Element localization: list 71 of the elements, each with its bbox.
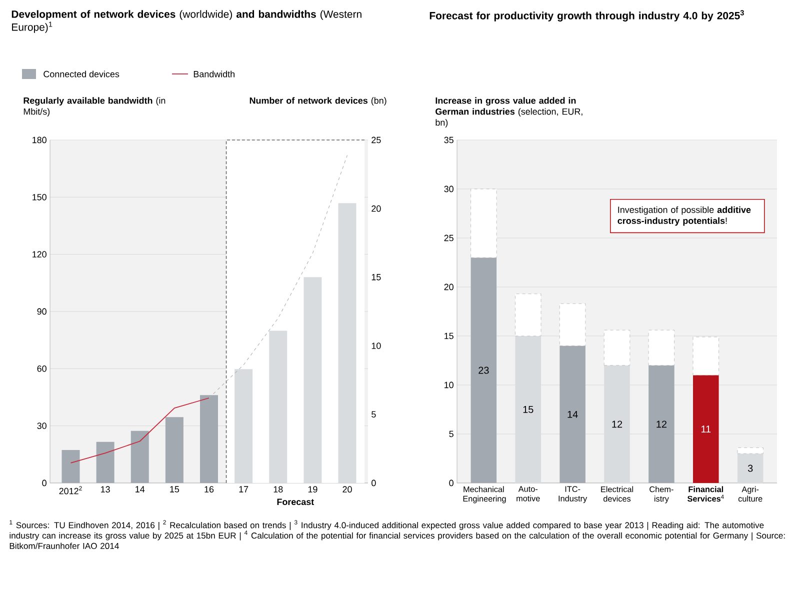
chart-title: Forecast for productivity growth through industry 4.0 by 2025$^{3}$ [430,10,744,22]
data-label: 15 [523,406,534,413]
x-tick-label: ITC- Industry [558,486,588,504]
bar [269,330,288,483]
x-tick-label: 16 [204,486,214,493]
data-label: 12 [612,420,622,428]
x-tick-label: Agri- culture [738,486,762,502]
y2-axis-title: Number of network devices (bn) [250,97,386,106]
y-tick-label: 150 [32,194,46,200]
data-label: 23 [478,366,489,374]
bar [559,303,586,346]
legend-label: Bandwidth [194,70,234,78]
y2-tick-label: 0 [372,480,376,486]
x-tick-label: 14 [136,486,145,492]
bar [515,336,542,483]
text: Regularly available bandwidth (in Mbit/s) [24,97,166,116]
data-label: 3 [748,464,753,472]
y-tick-label: 30 [37,422,46,429]
y2-tick-label: 10 [372,342,381,349]
x-tick-label: 2012$^{2}$ [59,486,82,494]
x-tick-label: Chem- istry [650,486,674,504]
x-tick-label: 17 [239,486,248,492]
y2-tick-label: 20 [372,205,381,212]
y-tick-label: 60 [37,365,46,372]
text: $^{1}$ Sources: TU Eindhoven 2014, 2016 | $^{2}$ Recalculation based on trends | $^{3}$ Industry 4.0-induced additional expected gross value added compared to base year 2013 | Reading aid: The automotive industry can increase its gross value by 2025 at 15bn EUR | $^{4}$ Calculation of the potential for financial services providers based on the calculation of the overall economic potential for Germany | Source: Bitkom/Fraunhofer IAO 2014 [10,520,785,549]
bar [234,369,253,483]
line-series [70,398,210,464]
x-tick-label: Financial Services$^{4}$ [687,486,724,502]
y-tick-label: 35 [444,136,454,144]
text: Increase in gross value added in German industries (selection, EUR, bn) [436,97,582,128]
y-tick-label: 5 [449,430,454,438]
line-series [208,154,348,398]
x-tick-label: Auto- motive [516,486,540,502]
x-tick-label: Electrical devices [601,486,634,502]
bar [692,336,719,376]
bar [470,188,497,258]
bar [304,277,322,483]
bar [515,294,542,336]
annotation: Investigation of possible additive cross-industry potentials! [618,206,751,226]
x-tick-label: 15 [170,486,180,492]
y2-tick-label: 25 [372,136,381,144]
y-tick-label: 25 [444,234,454,242]
x-tick-label: 20 [342,486,352,493]
y2-tick-label: 15 [372,274,381,280]
y-tick-label: 10 [444,382,454,388]
bar [737,448,764,454]
bar [338,203,356,483]
y-tick-label: 20 [444,284,454,290]
y-tick-label: 30 [444,186,454,192]
legend-label: Connected devices [44,70,120,78]
x-tick-label: 18 [274,486,283,493]
y-tick-label: 180 [32,136,46,144]
bar [648,330,675,366]
data-label: 14 [568,410,578,418]
data-label: 11 [701,426,711,433]
bar [604,330,630,366]
band-label: Forecast [277,498,314,506]
x-tick-label: 13 [101,486,110,493]
y-tick-label: 15 [444,332,454,340]
y-tick-label: 0 [449,480,454,486]
y2-tick-label: 5 [372,411,376,418]
x-tick-label: 19 [308,486,318,493]
data-label: 12 [656,420,666,428]
y-tick-label: 0 [42,480,46,486]
y-tick-label: 90 [37,308,46,315]
y-tick-label: 120 [32,251,46,258]
bar [604,365,630,483]
bar [693,375,719,483]
chart-title: Development of network devices (worldwide) and bandwidths (Western Europe)$^{1}$ [12,10,362,33]
bar [737,454,764,483]
x-tick-label: Mechanical Engineering [463,486,506,504]
